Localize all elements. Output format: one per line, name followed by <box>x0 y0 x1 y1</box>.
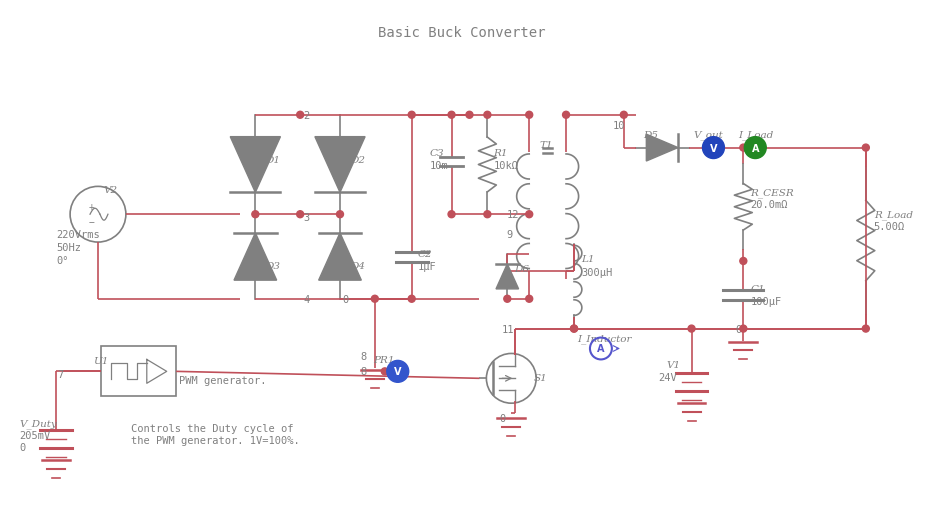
Text: 5.00Ω: 5.00Ω <box>874 222 905 232</box>
Text: A: A <box>598 344 605 354</box>
Text: V: V <box>394 366 401 377</box>
Polygon shape <box>314 137 365 193</box>
Circle shape <box>702 137 724 159</box>
Text: I_Inductor: I_Inductor <box>577 334 632 344</box>
Circle shape <box>740 325 746 332</box>
Text: 3: 3 <box>303 213 309 223</box>
Circle shape <box>337 211 343 218</box>
Text: L1: L1 <box>581 254 595 264</box>
Text: 50Hz: 50Hz <box>56 243 81 252</box>
Text: +: + <box>89 202 95 212</box>
Text: 1μF: 1μF <box>418 262 437 271</box>
FancyBboxPatch shape <box>102 347 176 397</box>
Text: D5: D5 <box>643 130 658 139</box>
Text: R1: R1 <box>493 148 508 157</box>
Polygon shape <box>318 233 362 280</box>
Text: D1: D1 <box>265 155 280 164</box>
Text: 10m: 10m <box>429 160 449 170</box>
Circle shape <box>571 325 577 332</box>
Polygon shape <box>496 264 519 289</box>
Text: the PWM generator. 1V=100%.: the PWM generator. 1V=100%. <box>130 435 300 445</box>
Circle shape <box>484 211 491 218</box>
Text: 0°: 0° <box>56 256 68 266</box>
Polygon shape <box>647 135 678 162</box>
Circle shape <box>297 112 303 119</box>
Circle shape <box>448 112 455 119</box>
Text: 4: 4 <box>303 294 309 304</box>
Text: −: − <box>89 218 95 228</box>
Text: C3: C3 <box>429 148 444 157</box>
Circle shape <box>740 145 746 152</box>
Text: 0: 0 <box>735 324 742 334</box>
Circle shape <box>297 211 303 218</box>
Circle shape <box>862 325 869 332</box>
Circle shape <box>743 145 750 152</box>
Text: 300μH: 300μH <box>581 267 612 277</box>
Circle shape <box>562 112 570 119</box>
Text: D2: D2 <box>350 155 365 164</box>
Text: 11: 11 <box>501 324 513 334</box>
Text: U1: U1 <box>93 357 108 366</box>
Text: 10: 10 <box>613 121 625 130</box>
Circle shape <box>408 296 415 303</box>
Text: PR1: PR1 <box>373 356 394 365</box>
Text: I_Load: I_Load <box>738 130 773 140</box>
Text: 9: 9 <box>506 230 512 240</box>
Text: R_CESR: R_CESR <box>750 188 794 197</box>
Circle shape <box>466 112 473 119</box>
Circle shape <box>252 211 259 218</box>
Circle shape <box>745 137 766 159</box>
Text: T1: T1 <box>539 140 552 149</box>
Text: 100μF: 100μF <box>750 296 782 306</box>
Text: D6: D6 <box>514 265 529 273</box>
Circle shape <box>381 368 388 375</box>
Text: C2: C2 <box>418 249 432 259</box>
Text: V1: V1 <box>667 361 681 370</box>
Text: 7: 7 <box>57 370 64 380</box>
Text: D3: D3 <box>265 262 280 270</box>
Circle shape <box>371 296 378 303</box>
Text: 10kΩ: 10kΩ <box>493 160 518 170</box>
Circle shape <box>504 296 511 303</box>
Text: 24V: 24V <box>659 373 677 383</box>
Text: 12: 12 <box>506 210 519 220</box>
Circle shape <box>525 211 533 218</box>
Text: V_out: V_out <box>694 130 723 140</box>
Circle shape <box>740 258 746 265</box>
Circle shape <box>525 112 533 119</box>
Circle shape <box>571 325 577 332</box>
Circle shape <box>688 325 695 332</box>
Text: 0: 0 <box>342 294 348 304</box>
Text: 205mV: 205mV <box>19 430 51 440</box>
Circle shape <box>710 145 717 152</box>
Text: V: V <box>709 144 717 153</box>
Polygon shape <box>234 233 277 280</box>
Circle shape <box>484 112 491 119</box>
Text: V2: V2 <box>104 186 118 195</box>
Polygon shape <box>230 137 280 193</box>
Text: R_Load: R_Load <box>874 210 913 219</box>
Text: 20.0mΩ: 20.0mΩ <box>750 200 788 210</box>
Text: S1: S1 <box>535 374 548 383</box>
Text: 0: 0 <box>500 413 506 423</box>
Circle shape <box>448 211 455 218</box>
Text: 2: 2 <box>303 110 309 121</box>
Circle shape <box>862 145 869 152</box>
Circle shape <box>408 112 415 119</box>
Text: Controls the Duty cycle of: Controls the Duty cycle of <box>130 423 293 433</box>
Text: V_Duty: V_Duty <box>19 418 57 428</box>
Text: C1: C1 <box>750 285 765 293</box>
Text: D4: D4 <box>350 262 365 270</box>
Text: PWM generator.: PWM generator. <box>179 376 266 386</box>
Text: 0: 0 <box>19 442 26 452</box>
Circle shape <box>525 296 533 303</box>
Circle shape <box>621 112 627 119</box>
Text: 8: 8 <box>360 352 366 362</box>
Circle shape <box>387 361 409 383</box>
Text: 8: 8 <box>360 366 366 377</box>
Text: A: A <box>751 144 759 153</box>
Text: 220Vrms: 220Vrms <box>56 230 100 240</box>
Text: Basic Buck Converter: Basic Buck Converter <box>377 26 545 40</box>
